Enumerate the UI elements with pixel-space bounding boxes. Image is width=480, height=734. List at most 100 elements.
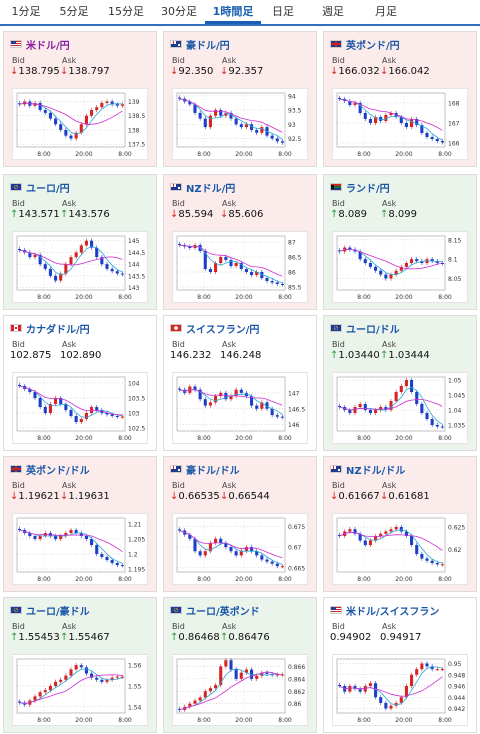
currency-pair-link[interactable]: NZドル/ドル — [346, 465, 406, 477]
currency-pair-link[interactable]: 米ドル/スイスフラン — [346, 606, 440, 618]
currency-pair-link[interactable]: 英ポンド/ドル — [26, 465, 90, 477]
currency-pair-link[interactable]: NZドル/円 — [186, 183, 236, 195]
mini-chart[interactable]: 1.56 1.55 1.54 8:00 20:00 8:00 — [12, 654, 148, 726]
tab-6[interactable]: 日足 — [272, 5, 294, 18]
price-values: ↑8.089 ↑8.099 — [330, 209, 417, 220]
tab-8[interactable]: 月足 — [375, 5, 397, 18]
mini-chart[interactable]: 87 86.5 86 85.5 8:00 20:00 8:00 — [172, 231, 308, 303]
bid-label: Bid — [172, 56, 185, 65]
tab-5[interactable]: 1時間足 — [205, 0, 261, 24]
arrow-down-icon: ↓ — [60, 491, 69, 502]
candle — [120, 416, 124, 418]
bid-value: 0.66535 — [178, 491, 220, 502]
currency-pair-link[interactable]: 米ドル/円 — [26, 40, 70, 52]
rate-card[interactable]: ユーロ/英ポンド Bid Ask ↑0.86468 ↑0.86476 0.866 0.864… — [163, 597, 317, 733]
rate-card[interactable]: スイスフラン/円 Bid Ask 146.232 146.248 147 146.5 146 8… — [163, 315, 317, 451]
flag-gb-icon — [10, 465, 22, 473]
rate-card[interactable]: NZドル/ドル Bid Ask ↓0.61667 ↓0.61681 0.625 0.62 8:… — [323, 456, 477, 592]
bid-value: 138.795 — [18, 66, 60, 77]
x-tick-label: 20:00 — [235, 717, 252, 724]
currency-pair-link[interactable]: ユーロ/ドル — [346, 324, 400, 336]
price-values: ↓138.795 ↓138.797 — [10, 66, 110, 77]
candlestick-chart: 94 93.5 93 92.5 8:00 20:00 8:00 — [176, 92, 302, 158]
mini-chart[interactable]: 0.625 0.62 8:00 20:00 8:00 — [332, 513, 468, 585]
rate-card[interactable]: ランド/円 Bid Ask ↑8.089 ↑8.099 8.15 8.1 8.05 8:00 20… — [323, 174, 477, 310]
currency-pair-link[interactable]: ユーロ/英ポンド — [186, 606, 260, 618]
tab-2[interactable]: 5分足 — [59, 5, 89, 18]
candle — [79, 533, 83, 536]
bid-value-container: ↓1.19621 — [10, 491, 60, 502]
rate-card[interactable]: 豪ドル/ドル Bid Ask ↓0.66535 ↓0.66544 0.675 0.67 0.6… — [163, 456, 317, 592]
candle — [415, 119, 419, 125]
candle — [33, 102, 37, 106]
mini-chart[interactable]: 1.05 1.045 1.04 1.035 8:00 20:00 8:00 — [332, 372, 468, 444]
candle — [368, 683, 372, 686]
currency-pair-link[interactable]: ランド/円 — [346, 183, 390, 195]
candle — [110, 414, 114, 416]
candle — [389, 401, 393, 410]
rate-card[interactable]: 英ポンド/ドル Bid Ask ↓1.19621 ↓1.19631 1.21 1.205 1.… — [3, 456, 157, 592]
candle — [214, 263, 218, 272]
currency-pair-link[interactable]: ユーロ/円 — [26, 183, 70, 195]
candle — [440, 141, 444, 143]
candlestick-chart: 168 167 166 8:00 20:00 8:00 — [336, 92, 460, 158]
candle — [188, 703, 192, 707]
currency-pair-link[interactable]: カナダドル/円 — [26, 324, 90, 336]
candlestick-chart: 147 146.5 146 8:00 20:00 8:00 — [176, 376, 305, 442]
x-tick-label: 8:00 — [357, 294, 371, 301]
price-labels: Bid Ask — [172, 481, 236, 490]
plot-area — [336, 92, 446, 148]
plot-area — [16, 376, 126, 432]
mini-chart[interactable]: 1.21 1.205 1.2 1.195 8:00 20:00 8:00 — [12, 513, 148, 585]
candle — [64, 264, 68, 274]
x-tick-label: 8:00 — [278, 576, 292, 583]
rate-card[interactable]: 豪ドル/円 Bid Ask ↓92.350 ↓92.357 94 93.5 93 92.5 8:0… — [163, 31, 317, 167]
flag-nz-icon — [170, 183, 182, 191]
rate-card[interactable]: ユーロ/豪ドル Bid Ask ↑1.55453 ↑1.55467 1.56 1.55 1.5… — [3, 597, 157, 733]
ask-value: 0.66544 — [228, 491, 270, 502]
mini-chart[interactable]: 94 93.5 93 92.5 8:00 20:00 8:00 — [172, 88, 308, 160]
arrow-down-icon: ↓ — [330, 491, 339, 502]
mini-chart[interactable]: 104 103.5 103 102.5 8:00 20:00 8:00 — [12, 372, 148, 444]
currency-pair-link[interactable]: 英ポンド/円 — [346, 40, 400, 52]
currency-pair-link[interactable]: ユーロ/豪ドル — [26, 606, 90, 618]
y-tick-label: 0.86 — [288, 701, 302, 708]
currency-pair-link[interactable]: 豪ドル/ドル — [186, 465, 240, 477]
rate-card[interactable]: NZドル/円 Bid Ask ↓85.594 ↓85.606 87 86.5 86 85.5 8:… — [163, 174, 317, 310]
tab-4[interactable]: 30分足 — [161, 5, 197, 18]
y-tick-label: 139 — [128, 99, 140, 106]
candle — [100, 102, 104, 108]
rate-card[interactable]: ユーロ/円 Bid Ask ↑143.571 ↑143.576 145 144.5 144 14… — [3, 174, 157, 310]
tab-1[interactable]: 1分足 — [11, 5, 41, 18]
tab-3[interactable]: 15分足 — [108, 5, 144, 18]
ask-label: Ask — [222, 622, 237, 631]
ask-value-container: ↑1.55467 — [60, 632, 110, 643]
flag-za-icon — [330, 183, 342, 191]
candle — [275, 282, 279, 284]
mini-chart[interactable]: 168 167 166 8:00 20:00 8:00 — [332, 88, 468, 160]
mini-chart[interactable]: 145 144.5 144 143.5 143 8:00 20:00 8:00 — [12, 231, 148, 303]
tab-7[interactable]: 週足 — [322, 5, 344, 18]
y-tick-label: 0.864 — [288, 676, 305, 683]
rate-card[interactable]: カナダドル/円 Bid Ask 102.875 102.890 104 103.5 103 10… — [3, 315, 157, 451]
candle — [214, 110, 218, 116]
x-tick-label: 8:00 — [438, 151, 452, 158]
candle — [115, 676, 119, 678]
rate-card[interactable]: ユーロ/ドル Bid Ask ↑1.03440 ↑1.03444 1.05 1.045 1.0… — [323, 315, 477, 451]
rate-card[interactable]: 英ポンド/円 Bid Ask ↓166.032 ↓166.042 168 167 166 8:0… — [323, 31, 477, 167]
rate-card[interactable]: 米ドル/円 Bid Ask ↓138.795 ↓138.797 139 138.5 138 13… — [3, 31, 157, 167]
mini-chart[interactable]: 0.675 0.67 0.665 8:00 20:00 8:00 — [172, 513, 308, 585]
currency-pair-link[interactable]: スイスフラン/円 — [186, 324, 260, 336]
mini-chart[interactable]: 0.95 0.948 0.946 0.944 0.942 8:00 20:00 8:00 — [332, 654, 468, 726]
candle — [399, 697, 403, 703]
arrow-up-icon: ↑ — [220, 632, 229, 643]
candle — [69, 410, 73, 416]
mini-chart[interactable]: 147 146.5 146 8:00 20:00 8:00 — [172, 372, 308, 444]
candle — [120, 273, 124, 275]
mini-chart[interactable]: 139 138.5 138 137.5 8:00 20:00 8:00 — [12, 88, 148, 160]
currency-pair-link[interactable]: 豪ドル/円 — [186, 40, 230, 52]
candle — [338, 405, 342, 407]
mini-chart[interactable]: 8.15 8.1 8.05 8:00 20:00 8:00 — [332, 231, 468, 303]
mini-chart[interactable]: 0.866 0.864 0.862 0.86 8:00 20:00 8:00 — [172, 654, 308, 726]
rate-card[interactable]: 米ドル/スイスフラン Bid Ask 0.94902 0.94917 0.95 0.948 0… — [323, 597, 477, 733]
